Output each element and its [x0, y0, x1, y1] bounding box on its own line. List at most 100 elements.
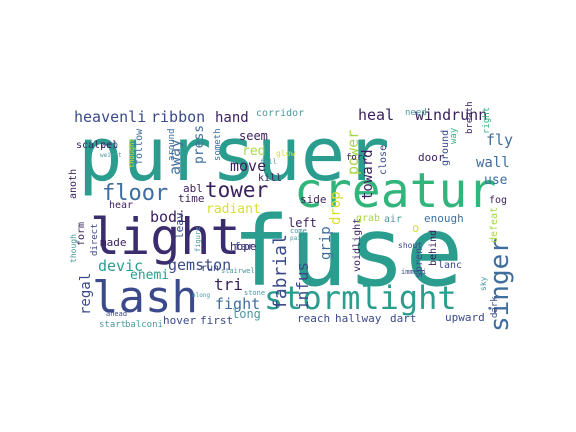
word-follow: follow	[134, 128, 145, 165]
word-behind: behind	[428, 230, 439, 266]
word-breath: breath	[465, 101, 475, 134]
word-time: time	[178, 192, 205, 205]
word-corridor: corridor	[256, 108, 304, 119]
word-lash: lash	[92, 272, 198, 323]
word-enough: enough	[424, 212, 464, 225]
word-floor: floor	[102, 181, 168, 206]
word-fight: fight	[215, 295, 260, 313]
word-fall: fall	[260, 158, 277, 166]
word-away: away	[166, 139, 184, 175]
word-leav: leav	[173, 212, 186, 239]
word-stairwel: stairwel	[221, 267, 255, 275]
word-voidlight: voidlight	[352, 218, 363, 272]
word-pain: pain	[290, 235, 305, 242]
word-grip: grip	[318, 226, 334, 260]
word-reach: reach	[297, 312, 330, 325]
word-light: light	[90, 208, 241, 266]
word-need: need	[405, 108, 427, 118]
word-heavenli: heavenli	[74, 108, 146, 126]
word-use: use	[484, 173, 508, 188]
word-hear: hear	[109, 200, 133, 211]
word-hand: hand	[215, 110, 249, 126]
word-power: power	[344, 130, 362, 175]
word-fabrial: fabrial	[270, 234, 291, 310]
word-right: right	[482, 107, 492, 134]
word-ground: ground	[440, 130, 451, 166]
word-wall: wall	[476, 155, 510, 171]
word-infus: infus	[293, 262, 312, 310]
word-fly: fly	[486, 131, 513, 149]
word-dark: dark	[490, 296, 500, 318]
word-devic: devic	[98, 257, 143, 275]
word-ribbon: ribbon	[151, 108, 205, 126]
word-singer: singer	[485, 238, 515, 332]
word-come: come	[290, 227, 307, 235]
word-run: run	[201, 263, 219, 274]
word-hope: hope	[230, 240, 257, 253]
word-first: first	[200, 314, 233, 327]
word-spren: spren	[414, 248, 425, 278]
word-zip: zip	[100, 140, 118, 151]
word-around: around	[167, 128, 177, 161]
word-thought: thought	[128, 138, 136, 168]
word-fog: fog	[489, 195, 507, 206]
word-side: side	[300, 193, 327, 206]
word-gemston: gemston	[168, 256, 231, 274]
word-abl: abl	[183, 182, 203, 195]
word-figure: figure	[194, 227, 202, 252]
word-weight: weight	[100, 152, 122, 159]
word-scalpel: scalpel	[76, 140, 118, 151]
word-though: though	[69, 234, 78, 263]
word-upward: upward	[445, 311, 485, 324]
word-radiant: radiant	[206, 202, 261, 217]
word-seem: seem	[239, 129, 268, 143]
word-fuse: fuse	[232, 196, 463, 308]
word-stormlight: stormlight	[264, 279, 457, 317]
word-drop: drop	[328, 191, 344, 225]
word-o: o	[412, 221, 419, 235]
word-press: press	[192, 125, 207, 164]
word-balconi: balconi	[125, 320, 163, 330]
word-someth: someth	[213, 128, 223, 161]
word-windrunn: windrunn	[415, 106, 487, 124]
word-lanc: lanc	[438, 260, 462, 271]
word-form: form	[76, 222, 87, 246]
word-immedi: immedi	[401, 268, 426, 276]
word-regal: regal	[78, 273, 94, 315]
word-air: air	[384, 214, 402, 225]
word-hover: hover	[163, 314, 196, 327]
word-left: left	[288, 216, 317, 230]
word-made: made	[100, 236, 127, 249]
word-grab: grab	[356, 213, 380, 224]
word-stone: stone	[244, 289, 265, 297]
word-defeat: defeat	[489, 207, 500, 243]
word-long: long	[232, 307, 261, 321]
word-bodi: bodi	[150, 208, 186, 226]
word-tower: tower	[205, 178, 268, 202]
word-kill: kill	[258, 173, 282, 184]
word-start: start	[99, 320, 126, 330]
word-way: way	[449, 127, 459, 144]
word-dart: dart	[390, 312, 417, 325]
word-creatur: creatur	[294, 163, 496, 219]
word-sky: sky	[479, 276, 488, 291]
word-hallway: hallway	[335, 312, 382, 325]
word-forc: forc	[346, 153, 368, 163]
word-along: along	[192, 292, 210, 299]
word-glow: glow	[276, 149, 295, 158]
word-tri: tri	[214, 275, 243, 294]
word-ahead: ahead	[106, 310, 127, 318]
word-anoth: anoth	[68, 169, 79, 199]
word-red: red	[242, 144, 265, 159]
word-shout: shout	[398, 241, 422, 250]
word-heal: heal	[358, 106, 394, 124]
word-toward: toward	[360, 149, 376, 200]
word-door: door	[418, 151, 445, 164]
word-enemi: enemi	[130, 268, 169, 283]
word-far: far	[234, 240, 254, 253]
word-close: close	[378, 145, 389, 175]
word-pursuer: pursuer	[78, 112, 390, 198]
word-move: move	[230, 157, 266, 175]
word-direct: direct	[90, 223, 100, 256]
